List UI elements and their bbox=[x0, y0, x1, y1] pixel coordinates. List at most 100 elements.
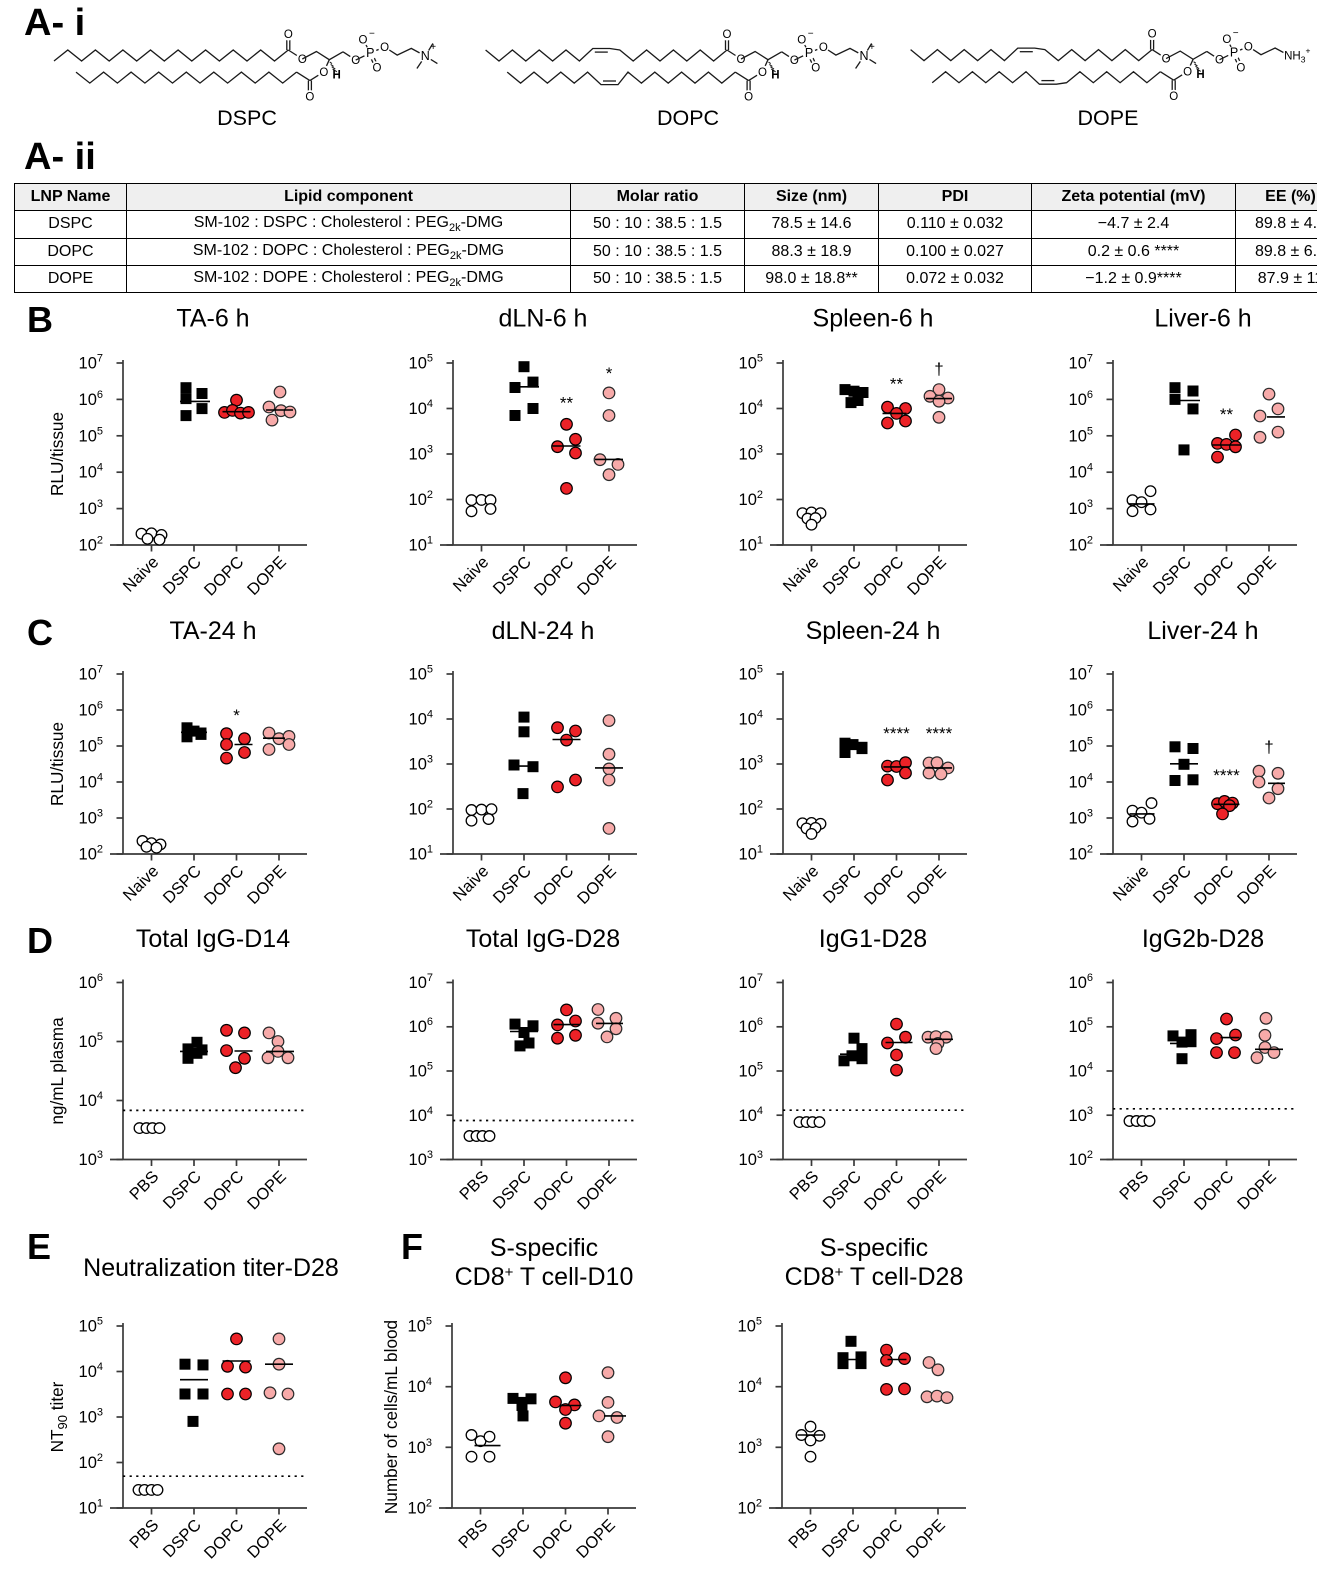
svg-text:103: 103 bbox=[79, 498, 103, 518]
svg-text:104: 104 bbox=[408, 1376, 432, 1396]
svg-text:H: H bbox=[1196, 69, 1204, 81]
svg-text:102: 102 bbox=[739, 799, 763, 819]
svg-text:P: P bbox=[805, 46, 813, 60]
svg-text:DSPC: DSPC bbox=[160, 862, 205, 907]
svg-text:DOPC: DOPC bbox=[201, 862, 247, 908]
svg-text:101: 101 bbox=[739, 844, 763, 864]
svg-text:DOPE: DOPE bbox=[1078, 106, 1139, 130]
svg-text:O: O bbox=[305, 92, 314, 104]
svg-text:O: O bbox=[737, 54, 746, 66]
svg-text:DSPC: DSPC bbox=[820, 1168, 865, 1213]
svg-text:****: **** bbox=[883, 724, 910, 743]
svg-text:RLU/tissue: RLU/tissue bbox=[47, 722, 67, 806]
svg-text:Number of cells/mL blood: Number of cells/mL blood bbox=[381, 1320, 401, 1514]
svg-text:DOPE: DOPE bbox=[244, 1168, 290, 1214]
svg-text:O: O bbox=[1148, 29, 1157, 41]
svg-text:104: 104 bbox=[738, 1376, 762, 1396]
svg-text:105: 105 bbox=[739, 353, 763, 373]
svg-text:PBS: PBS bbox=[786, 1168, 822, 1204]
svg-text:DSPC: DSPC bbox=[217, 106, 277, 130]
svg-text:O: O bbox=[351, 55, 360, 67]
svg-text:105: 105 bbox=[408, 1316, 432, 1336]
svg-text:Naive: Naive bbox=[120, 862, 163, 905]
svg-text:O: O bbox=[819, 42, 828, 54]
svg-text:106: 106 bbox=[1069, 700, 1093, 720]
svg-text:DOPE: DOPE bbox=[904, 1168, 950, 1214]
svg-text:104: 104 bbox=[409, 709, 433, 729]
svg-text:O: O bbox=[359, 34, 368, 46]
svg-text:****: **** bbox=[926, 724, 953, 743]
svg-text:IgG1-D28: IgG1-D28 bbox=[819, 925, 927, 953]
svg-text:−: − bbox=[1233, 28, 1239, 39]
svg-text:102: 102 bbox=[409, 489, 433, 509]
svg-text:S-specific: S-specific bbox=[820, 1234, 928, 1262]
svg-text:104: 104 bbox=[1069, 462, 1093, 482]
svg-text:P: P bbox=[366, 46, 374, 60]
svg-text:O: O bbox=[758, 67, 767, 79]
svg-text:DOPC: DOPC bbox=[1191, 862, 1237, 908]
svg-text:101: 101 bbox=[79, 1498, 103, 1518]
svg-text:CD8+ T cell-D28: CD8+ T cell-D28 bbox=[785, 1263, 964, 1291]
svg-text:DSPC: DSPC bbox=[160, 1168, 205, 1213]
svg-text:O: O bbox=[1236, 62, 1245, 74]
svg-text:DOPE: DOPE bbox=[244, 553, 290, 599]
svg-text:DOPC: DOPC bbox=[860, 1516, 906, 1562]
svg-text:102: 102 bbox=[738, 1498, 762, 1518]
svg-text:DOPE: DOPE bbox=[904, 862, 950, 908]
svg-text:O: O bbox=[284, 29, 293, 41]
svg-text:Naive: Naive bbox=[780, 862, 823, 905]
svg-text:F: F bbox=[401, 1226, 423, 1267]
svg-text:DOPC: DOPC bbox=[201, 1516, 247, 1562]
svg-text:Naive: Naive bbox=[450, 553, 493, 596]
svg-text:Naive: Naive bbox=[1110, 862, 1153, 905]
svg-text:107: 107 bbox=[79, 664, 103, 684]
svg-text:102: 102 bbox=[1069, 844, 1093, 864]
svg-text:DOPC: DOPC bbox=[531, 553, 577, 599]
svg-text:O: O bbox=[1222, 34, 1231, 46]
svg-text:107: 107 bbox=[409, 972, 433, 992]
svg-text:N: N bbox=[859, 49, 868, 63]
svg-text:DOPE: DOPE bbox=[574, 553, 620, 599]
svg-text:104: 104 bbox=[409, 1105, 433, 1125]
svg-text:104: 104 bbox=[79, 1361, 103, 1381]
svg-text:103: 103 bbox=[408, 1437, 432, 1457]
svg-text:O: O bbox=[319, 67, 328, 79]
svg-text:DOPE: DOPE bbox=[574, 1168, 620, 1214]
svg-text:DOPE: DOPE bbox=[1234, 862, 1280, 908]
svg-text:106: 106 bbox=[739, 1016, 763, 1036]
svg-text:102: 102 bbox=[1069, 535, 1093, 555]
svg-text:*: * bbox=[606, 364, 613, 383]
svg-text:dLN-6 h: dLN-6 h bbox=[499, 305, 588, 333]
svg-text:104: 104 bbox=[739, 398, 763, 418]
svg-text:105: 105 bbox=[79, 425, 103, 445]
svg-text:105: 105 bbox=[79, 1316, 103, 1336]
svg-text:DOPC: DOPC bbox=[861, 553, 907, 599]
svg-text:O: O bbox=[1169, 91, 1178, 103]
svg-text:103: 103 bbox=[739, 754, 763, 774]
svg-text:dLN-24 h: dLN-24 h bbox=[492, 617, 595, 645]
svg-text:DOPE: DOPE bbox=[244, 862, 290, 908]
svg-text:104: 104 bbox=[739, 709, 763, 729]
svg-text:102: 102 bbox=[409, 799, 433, 819]
svg-text:DOPE: DOPE bbox=[574, 862, 620, 908]
svg-text:DSPC: DSPC bbox=[820, 862, 865, 907]
svg-text:*: * bbox=[233, 706, 240, 725]
svg-text:DSPC: DSPC bbox=[1150, 1168, 1195, 1213]
svg-text:PBS: PBS bbox=[785, 1516, 821, 1552]
svg-text:DSPC: DSPC bbox=[1150, 862, 1195, 907]
svg-text:Neutralization titer-D28: Neutralization titer-D28 bbox=[83, 1254, 339, 1282]
svg-text:DOPC: DOPC bbox=[861, 1168, 907, 1214]
svg-text:Spleen-24 h: Spleen-24 h bbox=[806, 617, 941, 645]
svg-text:****: **** bbox=[1213, 766, 1240, 785]
svg-text:DOPC: DOPC bbox=[531, 1168, 577, 1214]
svg-text:106: 106 bbox=[79, 972, 103, 992]
svg-text:102: 102 bbox=[79, 535, 103, 555]
svg-text:ng/mL plasma: ng/mL plasma bbox=[47, 1017, 67, 1125]
svg-text:105: 105 bbox=[1069, 736, 1093, 756]
svg-text:104: 104 bbox=[1069, 1061, 1093, 1081]
svg-text:Liver-24 h: Liver-24 h bbox=[1147, 617, 1258, 645]
svg-text:O: O bbox=[1215, 55, 1224, 67]
svg-text:DOPE: DOPE bbox=[903, 1516, 949, 1562]
svg-text:O: O bbox=[1244, 42, 1253, 54]
svg-text:103: 103 bbox=[409, 444, 433, 464]
